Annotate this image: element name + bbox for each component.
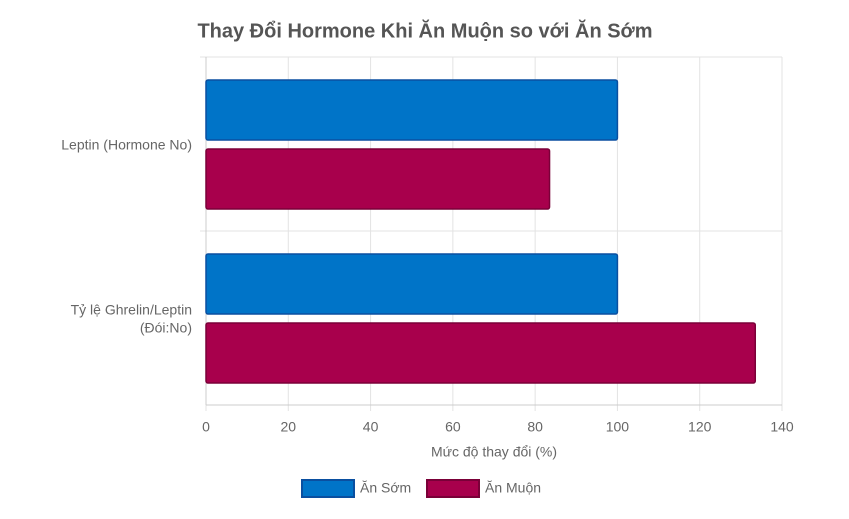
x-tick-label: 100 bbox=[606, 419, 630, 435]
legend-label: Ăn Muộn bbox=[485, 480, 541, 496]
y-tick-label: (Đói:No) bbox=[140, 320, 192, 336]
x-tick-label: 0 bbox=[202, 419, 210, 435]
bar bbox=[205, 253, 619, 315]
bar bbox=[205, 79, 619, 141]
legend-swatch bbox=[301, 479, 355, 498]
x-tick-label: 60 bbox=[445, 419, 461, 435]
y-tick-label: Leptin (Hormone No) bbox=[61, 137, 192, 153]
chart-title: Thay Đổi Hormone Khi Ăn Muộn so với Ăn S… bbox=[197, 19, 652, 42]
bar bbox=[205, 148, 551, 210]
y-tick-label: Tỷ lệ Ghrelin/Leptin bbox=[71, 302, 192, 318]
bar bbox=[205, 322, 757, 384]
x-tick-label: 20 bbox=[280, 419, 296, 435]
legend-label: Ăn Sớm bbox=[360, 480, 411, 496]
x-tick-label: 80 bbox=[527, 419, 543, 435]
x-axis-title: Mức độ thay đổi (%) bbox=[431, 444, 557, 460]
x-tick-label: 140 bbox=[770, 419, 794, 435]
x-tick-label: 40 bbox=[363, 419, 379, 435]
x-tick-label: 120 bbox=[688, 419, 712, 435]
legend-swatch bbox=[426, 479, 480, 498]
